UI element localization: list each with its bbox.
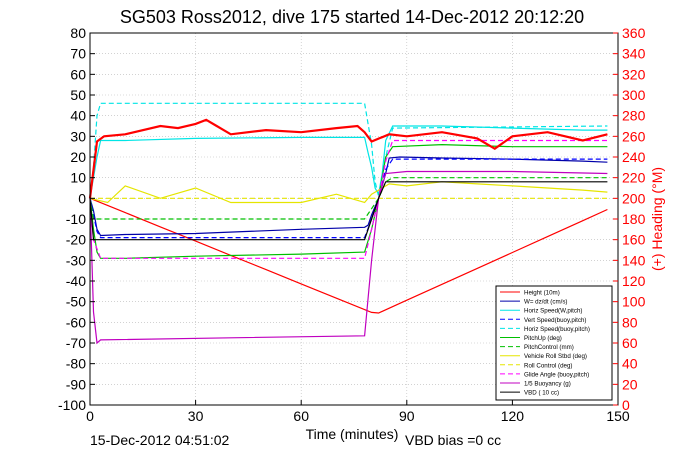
right-tick-label: 120	[622, 273, 646, 289]
y-tick-label: 70	[70, 46, 86, 62]
right-tick-label: 360	[622, 25, 646, 41]
y-tick-label: -30	[66, 252, 86, 268]
y-tick-label: -20	[66, 232, 86, 248]
right-tick-label: 20	[622, 376, 638, 392]
legend-label: PitchControl (mm)	[524, 344, 574, 351]
y-tick-label: 80	[70, 25, 86, 41]
right-tick-label: 320	[622, 66, 646, 82]
y-tick-label: 0	[78, 190, 86, 206]
legend-label: Glide Angle (buoy,pitch)	[524, 371, 589, 378]
y-tick-label: 20	[70, 149, 86, 165]
right-axis-label: (+) Heading (°M)	[649, 167, 665, 271]
right-tick-label: 200	[622, 190, 646, 206]
right-tick-label: 40	[622, 356, 638, 372]
y-tick-label: 10	[70, 170, 86, 186]
series-line	[89, 181, 608, 204]
legend-label: 1/5 Buoyancy (g)	[524, 381, 571, 388]
y-tick-label: -40	[66, 273, 86, 289]
legend-label: Height (10m)	[524, 290, 560, 297]
y-tick-label: -80	[66, 356, 86, 372]
x-tick-label: 90	[399, 408, 415, 424]
y-tick-label: -100	[58, 397, 86, 413]
right-tick-label: 0	[622, 397, 630, 413]
series-line	[89, 102, 608, 199]
right-axis: 3603403203002802602402202001801601401201…	[613, 25, 646, 413]
y-tick-label: 40	[70, 108, 86, 124]
right-tick-label: 60	[622, 335, 638, 351]
right-tick-label: 300	[622, 87, 646, 103]
series-line	[89, 139, 608, 259]
bottom-axis: 0 30 60 90 120 150	[86, 400, 630, 424]
right-tick-label: 240	[622, 149, 646, 165]
series-line	[89, 181, 608, 241]
series-line	[89, 125, 608, 199]
x-tick-label: 120	[501, 408, 525, 424]
x-tick-label: 150	[606, 408, 630, 424]
y-tick-label: -70	[66, 335, 86, 351]
series-line	[89, 158, 608, 239]
series-line	[89, 197, 608, 314]
right-tick-label: 80	[622, 314, 638, 330]
legend-label: Vert Speed(buoy,pitch)	[524, 317, 586, 324]
footer-vbd-bias: VBD bias =0 cc	[405, 432, 501, 448]
y-tick-label: -10	[66, 211, 86, 227]
x-tick-label: 30	[188, 408, 204, 424]
series-line	[89, 156, 608, 237]
legend-label: VBD ( 10 cc)	[524, 390, 559, 397]
legend-box	[495, 285, 613, 401]
right-tick-label: 160	[622, 232, 646, 248]
series-line	[89, 170, 608, 345]
legend-label: Horiz Speed(buoy,pitch)	[524, 326, 590, 333]
left-axis: 80 70 60 50 40 30 20 10 0 -10 -20 -30 -40 -50 -60 -70 -8…	[58, 25, 95, 413]
y-tick-label: 50	[70, 87, 86, 103]
right-tick-label: 260	[622, 128, 646, 144]
heading-line	[88, 118, 608, 199]
legend-label: Horiz Speed(W,pitch)	[524, 308, 582, 315]
y-tick-label: 60	[70, 66, 86, 82]
series-line	[89, 177, 608, 220]
y-tick-label: -50	[66, 294, 86, 310]
right-tick-label: 140	[622, 252, 646, 268]
legend: Height (10m) W= dz/dt (cm/s) Horiz Speed(W…	[495, 285, 613, 401]
legend-label: Vehicle Roll Stbd (deg)	[524, 353, 587, 360]
y-tick-label: -60	[66, 314, 86, 330]
series-line	[89, 143, 608, 259]
legend-label: PitchUp (deg)	[524, 335, 562, 342]
legend-label: Roll Control (deg)	[524, 362, 573, 369]
right-tick-label: 280	[622, 108, 646, 124]
right-tick-label: 180	[622, 211, 646, 227]
right-tick-label: 100	[622, 294, 646, 310]
y-tick-label: -90	[66, 376, 86, 392]
right-tick-label: 340	[622, 46, 646, 62]
chart-title: SG503 Ross2012, dive 175 started 14-Dec-…	[120, 7, 584, 27]
y-tick-label: 30	[70, 128, 86, 144]
legend-label: W= dz/dt (cm/s)	[524, 299, 568, 306]
right-tick-label: 220	[622, 170, 646, 186]
footer-date: 15-Dec-2012 04:51:02	[90, 432, 230, 448]
x-axis-label: Time (minutes)	[306, 426, 399, 442]
x-tick-label: 60	[293, 408, 309, 424]
x-tick-label: 0	[86, 408, 94, 424]
